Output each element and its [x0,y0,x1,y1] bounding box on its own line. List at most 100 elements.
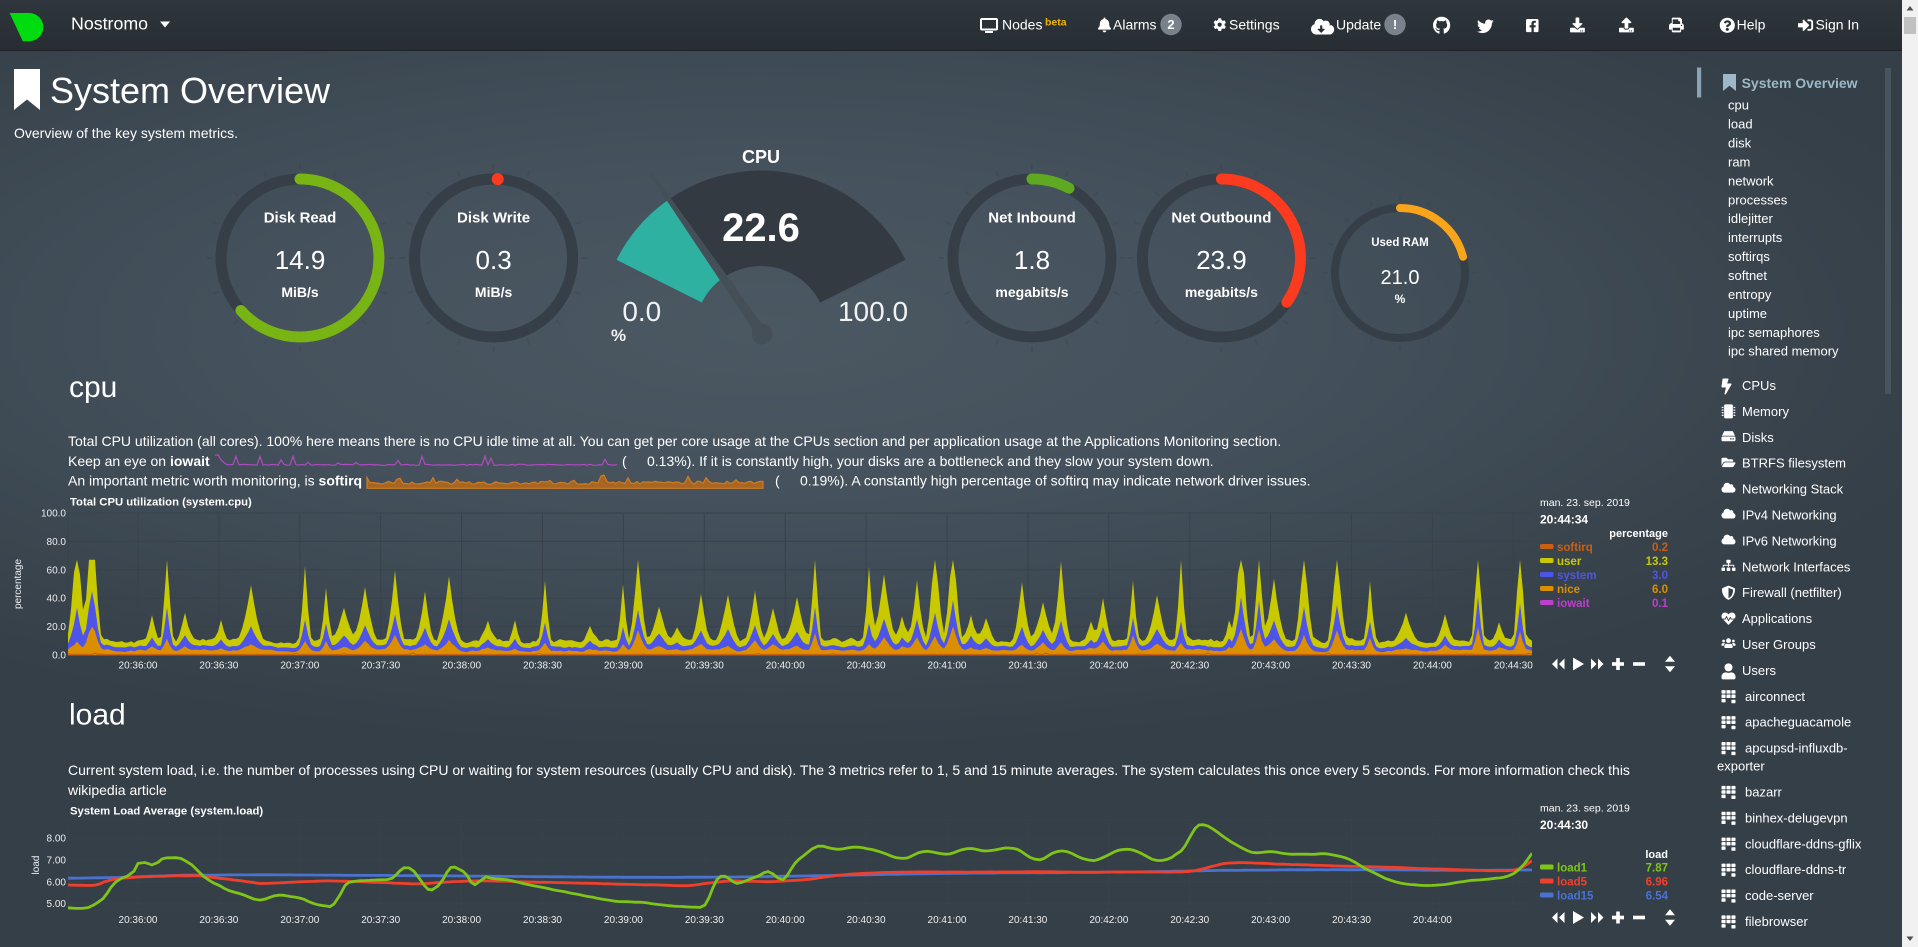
svg-text:Overview of the key system met: Overview of the key system metrics. [14,125,238,141]
svg-text:0.19%). A constantly high perc: 0.19%). A constantly high percentage of … [800,473,1311,489]
svg-text:Users: Users [1742,663,1776,678]
svg-text:1.8: 1.8 [1014,245,1050,275]
svg-text:23.9: 23.9 [1196,245,1247,275]
svg-text:7.00: 7.00 [47,855,67,866]
svg-text:6.54: 6.54 [1646,891,1669,903]
svg-text:apacheguacamole: apacheguacamole [1745,715,1851,730]
svg-text:20:43:00: 20:43:00 [1251,661,1290,672]
svg-text:20:39:30: 20:39:30 [685,661,724,672]
svg-text:airconnect: airconnect [1745,689,1805,704]
svg-text:load: load [69,699,126,732]
svg-text:wikipedia article: wikipedia article [67,782,167,798]
svg-text:6.0: 6.0 [1652,584,1668,596]
svg-text:ipc semaphores: ipc semaphores [1728,325,1820,340]
svg-text:20:40:30: 20:40:30 [847,661,886,672]
svg-text:20:44:00: 20:44:00 [1413,661,1452,672]
svg-text:filebrowser: filebrowser [1745,914,1809,929]
svg-text:20:38:00: 20:38:00 [442,915,481,926]
svg-text:Total CPU utilization (system.: Total CPU utilization (system.cpu) [70,497,252,509]
svg-text:20:41:00: 20:41:00 [928,915,967,926]
svg-text:processes: processes [1728,192,1788,207]
svg-text:Nodes: Nodes [1002,17,1042,33]
svg-text:percentage: percentage [1609,528,1668,540]
svg-text:cpu: cpu [1728,98,1749,113]
svg-text:System Overview: System Overview [1742,75,1858,91]
svg-text:System Load Average (system.lo: System Load Average (system.load) [70,806,263,818]
svg-text:network: network [1728,173,1774,188]
svg-text:6.96: 6.96 [1646,877,1668,889]
svg-text:Settings: Settings [1229,17,1280,33]
svg-text:20:40:00: 20:40:00 [766,661,805,672]
svg-text:idlejitter: idlejitter [1728,211,1773,226]
svg-text:Total CPU utilization (all cor: Total CPU utilization (all cores). 100% … [68,433,1281,449]
svg-text:user: user [1557,556,1582,568]
svg-text:Alarms: Alarms [1113,17,1157,33]
svg-text:20:36:00: 20:36:00 [119,661,158,672]
svg-text:20:42:00: 20:42:00 [1089,915,1128,926]
svg-text:uptime: uptime [1728,306,1767,321]
svg-text:Applications: Applications [1742,611,1813,626]
svg-text:0.3: 0.3 [476,245,512,275]
svg-text:Net Inbound: Net Inbound [988,210,1075,227]
svg-text:load: load [1728,117,1753,132]
svg-text:softirqs: softirqs [1728,249,1770,264]
svg-text:0.2: 0.2 [1652,542,1668,554]
svg-text:Sign In: Sign In [1816,17,1860,33]
svg-text:60.0: 60.0 [47,565,67,576]
svg-text:6.00: 6.00 [47,877,67,888]
svg-text:13.3: 13.3 [1646,556,1668,568]
svg-text:Disk Write: Disk Write [457,210,530,227]
svg-text:20:36:30: 20:36:30 [199,915,238,926]
svg-text:MiB/s: MiB/s [475,284,513,300]
svg-text:20:44:30: 20:44:30 [1494,661,1533,672]
svg-text:0.13%). If it is constantly hi: 0.13%). If it is constantly high, your d… [647,453,1214,469]
svg-text:Network Interfaces: Network Interfaces [1742,559,1851,574]
svg-text:iowait: iowait [1557,598,1590,610]
svg-text:Disks: Disks [1742,430,1774,445]
svg-text:20:43:30: 20:43:30 [1332,661,1371,672]
svg-text:20.0: 20.0 [47,622,67,633]
svg-text:20:44:34: 20:44:34 [1540,513,1588,527]
svg-text:entropy: entropy [1728,287,1772,302]
svg-text:IPv6 Networking: IPv6 Networking [1742,533,1837,548]
svg-text:Net Outbound: Net Outbound [1171,210,1271,227]
svg-text:20:39:00: 20:39:00 [604,661,643,672]
svg-text:21.0: 21.0 [1381,267,1420,289]
svg-text:%: % [611,326,626,345]
svg-text:20:36:00: 20:36:00 [119,915,158,926]
svg-text:2: 2 [1167,17,1174,32]
svg-text:22.6: 22.6 [722,206,800,250]
svg-text:20:39:30: 20:39:30 [685,915,724,926]
svg-text:20:40:00: 20:40:00 [766,915,805,926]
svg-text:20:38:30: 20:38:30 [523,661,562,672]
svg-text:20:42:30: 20:42:30 [1170,915,1209,926]
svg-text:load1: load1 [1557,863,1588,875]
svg-text:code-server: code-server [1745,888,1814,903]
svg-text:20:36:30: 20:36:30 [199,661,238,672]
svg-text:0.0: 0.0 [52,651,66,662]
svg-text:An important metric worth moni: An important metric worth monitoring, is… [68,473,362,489]
svg-text:ram: ram [1728,154,1750,169]
svg-text:20:39:00: 20:39:00 [604,915,643,926]
svg-text:3.0: 3.0 [1652,570,1668,582]
svg-text:load: load [1645,849,1668,861]
svg-text:man. 23. sep. 2019: man. 23. sep. 2019 [1540,497,1630,509]
svg-text:megabits/s: megabits/s [995,284,1068,300]
svg-text:20:43:30: 20:43:30 [1332,915,1371,926]
svg-text:system: system [1557,570,1597,582]
svg-text:Current system load, i.e. the: Current system load, i.e. the number of … [68,762,1630,778]
svg-text:binhex-delugevpn: binhex-delugevpn [1745,810,1848,825]
svg-text:Memory: Memory [1742,404,1789,419]
svg-text:load5: load5 [1557,877,1588,889]
svg-text:exporter: exporter [1717,759,1765,774]
svg-text:!: ! [1393,17,1397,32]
svg-text:20:41:30: 20:41:30 [1008,661,1047,672]
svg-text:BTRFS filesystem: BTRFS filesystem [1742,456,1846,471]
svg-text:ipc shared memory: ipc shared memory [1728,344,1839,359]
svg-text:100.0: 100.0 [838,296,908,327]
svg-text:Keep an eye on iowait: Keep an eye on iowait [68,453,210,469]
svg-text:(: ( [622,453,627,469]
svg-text:load: load [31,856,42,875]
svg-text:Nostromo: Nostromo [71,14,148,34]
svg-text:Update: Update [1336,17,1381,33]
